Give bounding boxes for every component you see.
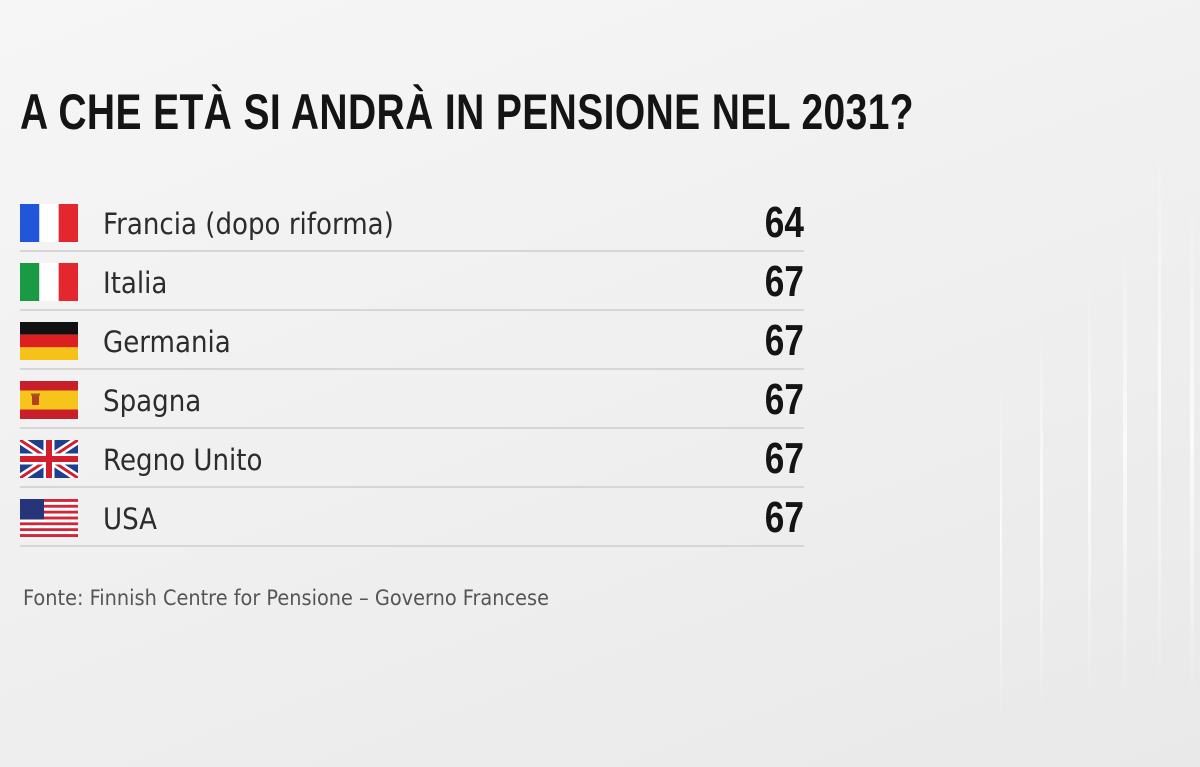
chart-title: A CHE ETÀ SI ANDRÀ IN PENSIONE NEL 2031? xyxy=(20,84,915,140)
flag-stripe xyxy=(39,263,59,301)
flag-stripe xyxy=(20,513,78,517)
flag-stripe xyxy=(20,390,78,410)
spain-flag-icon xyxy=(20,381,78,419)
flag-stripe xyxy=(20,334,78,348)
flag-stripe xyxy=(20,504,78,508)
flag-stripe xyxy=(20,516,78,520)
row-value: 67 xyxy=(764,316,804,365)
row-label: Italia xyxy=(103,266,168,300)
flag-stripe xyxy=(20,528,78,532)
flag-stripes xyxy=(20,499,78,537)
flag-cross-red xyxy=(20,440,78,478)
table-row: Regno Unito 67 xyxy=(20,429,804,488)
row-label: Spagna xyxy=(103,384,202,418)
row-label: Francia (dopo riforma) xyxy=(103,207,394,241)
table-row: USA 67 xyxy=(20,488,804,547)
flag-stripe xyxy=(20,501,78,505)
table-row: Italia 67 xyxy=(20,252,804,311)
flag-emblem xyxy=(32,395,39,405)
flag-canton xyxy=(20,499,44,520)
flag-stripe xyxy=(20,347,78,360)
flag-stripe xyxy=(20,525,78,529)
flag-stripe xyxy=(20,263,40,301)
row-value: 67 xyxy=(764,257,804,306)
france-flag-icon xyxy=(20,204,78,242)
row-value: 67 xyxy=(764,375,804,424)
usa-flag-icon xyxy=(20,499,78,537)
flag-stripe xyxy=(20,519,78,523)
source-note: Fonte: Finnish Centre for Pensione – Gov… xyxy=(23,586,549,610)
row-value: 67 xyxy=(764,434,804,483)
retirement-age-table: Francia (dopo riforma) 64 Italia 67 Germ… xyxy=(20,193,804,547)
uk-flag-icon xyxy=(20,440,78,478)
italy-flag-icon xyxy=(20,263,78,301)
flag-stripe xyxy=(39,204,59,242)
row-value: 67 xyxy=(764,493,804,542)
flag-emblem xyxy=(31,393,40,396)
flag-stripe xyxy=(20,204,40,242)
row-value: 64 xyxy=(764,198,804,247)
flag-stripe xyxy=(20,531,78,535)
flag-stripe xyxy=(20,499,78,502)
table-row: Francia (dopo riforma) 64 xyxy=(20,193,804,252)
row-label: Germania xyxy=(103,325,231,359)
row-label: USA xyxy=(103,502,158,536)
row-label: Regno Unito xyxy=(103,443,263,477)
flag-stripe xyxy=(20,534,78,537)
table-row: Germania 67 xyxy=(20,311,804,370)
flag-stripe xyxy=(58,204,78,242)
flag-stripe xyxy=(20,510,78,514)
germany-flag-icon xyxy=(20,322,78,360)
flag-stripe xyxy=(20,322,78,335)
table-row: Spagna 67 xyxy=(20,370,804,429)
flag-stripe xyxy=(20,507,78,511)
flag-stripe xyxy=(58,263,78,301)
flag-stripe xyxy=(20,522,78,526)
